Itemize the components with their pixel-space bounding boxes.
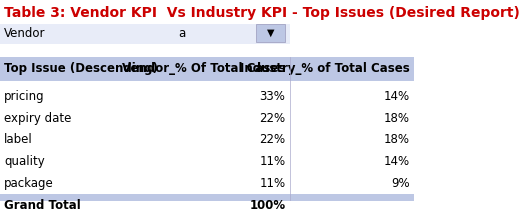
Text: 22%: 22% xyxy=(259,112,286,125)
FancyBboxPatch shape xyxy=(257,24,286,42)
Text: 22%: 22% xyxy=(259,134,286,146)
Text: quality: quality xyxy=(4,155,45,168)
Text: 18%: 18% xyxy=(383,134,410,146)
Text: 11%: 11% xyxy=(259,177,286,190)
Text: Industry_% of Total Cases: Industry_% of Total Cases xyxy=(240,62,410,76)
Text: Vendor_% Of Total Cases: Vendor_% Of Total Cases xyxy=(122,62,286,76)
Text: expiry date: expiry date xyxy=(4,112,72,125)
Text: Vendor: Vendor xyxy=(4,27,46,40)
FancyBboxPatch shape xyxy=(0,57,413,81)
Text: Table 3: Vendor KPI  Vs Industry KPI - Top Issues (Desired Report): Table 3: Vendor KPI Vs Industry KPI - To… xyxy=(4,6,520,20)
Text: ▼: ▼ xyxy=(267,28,275,38)
Text: 14%: 14% xyxy=(383,155,410,168)
FancyBboxPatch shape xyxy=(0,24,290,44)
Text: Top Issue (Descending): Top Issue (Descending) xyxy=(4,62,158,76)
Text: a: a xyxy=(178,27,186,40)
Text: label: label xyxy=(4,134,33,146)
Text: 9%: 9% xyxy=(391,177,410,190)
Text: Grand Total: Grand Total xyxy=(4,199,81,211)
Text: package: package xyxy=(4,177,54,190)
Text: 18%: 18% xyxy=(383,112,410,125)
Text: pricing: pricing xyxy=(4,90,45,103)
Text: ▼: ▼ xyxy=(149,66,154,72)
FancyBboxPatch shape xyxy=(0,194,413,211)
Text: 11%: 11% xyxy=(259,155,286,168)
Text: 33%: 33% xyxy=(259,90,286,103)
Text: 14%: 14% xyxy=(383,90,410,103)
Text: 100%: 100% xyxy=(249,199,286,211)
